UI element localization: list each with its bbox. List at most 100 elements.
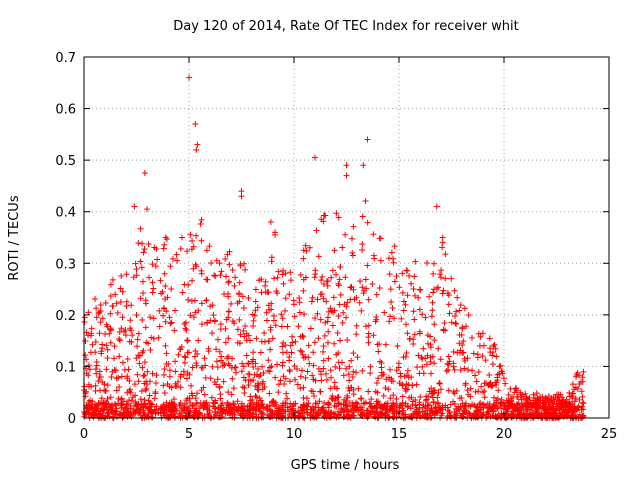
data-point	[143, 385, 150, 392]
data-point	[154, 256, 161, 263]
data-point	[468, 334, 475, 341]
data-point	[275, 413, 282, 420]
data-point	[225, 293, 232, 300]
data-point	[445, 353, 452, 360]
data-point	[428, 370, 435, 377]
data-point	[255, 366, 262, 373]
data-point	[350, 223, 357, 230]
data-point	[181, 320, 188, 327]
data-point	[408, 280, 415, 287]
data-point	[331, 397, 338, 404]
data-point	[240, 363, 247, 370]
data-point	[257, 397, 264, 404]
data-point	[563, 413, 570, 420]
data-point	[122, 332, 129, 339]
data-point	[535, 395, 542, 402]
data-point	[394, 343, 401, 350]
data-point	[225, 353, 232, 360]
data-point	[280, 267, 287, 274]
data-point	[297, 333, 304, 340]
data-point	[487, 379, 494, 386]
data-point	[352, 405, 359, 412]
data-point	[261, 330, 268, 337]
data-point	[206, 243, 213, 250]
data-point	[156, 323, 163, 330]
data-point	[193, 146, 200, 153]
data-point	[95, 310, 102, 317]
data-point	[444, 404, 451, 411]
data-point	[347, 296, 354, 303]
data-point	[373, 380, 380, 387]
data-point	[400, 354, 407, 361]
data-point	[423, 361, 430, 368]
data-point	[192, 297, 199, 304]
data-point	[172, 380, 179, 387]
data-point	[530, 391, 537, 398]
data-point	[376, 285, 383, 292]
data-point	[242, 323, 249, 330]
data-point	[580, 368, 587, 375]
data-point	[486, 335, 493, 342]
data-point	[172, 368, 179, 375]
data-point	[245, 332, 252, 339]
data-point	[458, 394, 465, 401]
data-point	[223, 273, 230, 280]
data-point	[473, 408, 480, 415]
data-point	[278, 311, 285, 318]
data-point	[182, 354, 189, 361]
data-point	[344, 394, 351, 401]
data-point	[576, 381, 583, 388]
data-point	[290, 297, 297, 304]
data-point	[96, 330, 103, 337]
data-point	[457, 302, 464, 309]
data-point	[112, 291, 119, 298]
data-point	[127, 317, 134, 324]
data-point	[119, 401, 126, 408]
data-point	[222, 339, 229, 346]
data-point	[322, 319, 329, 326]
data-point	[111, 343, 118, 350]
data-point	[225, 279, 232, 286]
data-point	[454, 410, 461, 417]
data-point	[250, 364, 257, 371]
data-point	[145, 413, 152, 420]
data-point	[303, 247, 310, 254]
data-point	[390, 392, 397, 399]
data-point	[269, 335, 276, 342]
data-point	[302, 374, 309, 381]
data-point	[228, 300, 235, 307]
data-point	[475, 330, 482, 337]
data-point	[282, 307, 289, 314]
data-point	[320, 212, 327, 219]
data-point	[359, 409, 366, 416]
data-point	[198, 300, 205, 307]
data-point	[369, 281, 376, 288]
data-point	[374, 404, 381, 411]
data-point	[388, 298, 395, 305]
data-point	[148, 408, 155, 415]
data-point	[226, 261, 233, 268]
data-point	[311, 339, 318, 346]
data-point	[211, 399, 218, 406]
data-point	[411, 331, 418, 338]
data-point	[83, 370, 90, 377]
data-point	[478, 383, 485, 390]
y-tick-label: 0	[68, 412, 76, 427]
data-point	[467, 393, 474, 400]
data-point	[225, 389, 232, 396]
data-point	[412, 402, 419, 409]
data-point	[349, 249, 356, 256]
data-point	[386, 271, 393, 278]
data-point	[288, 277, 295, 284]
data-point	[556, 406, 563, 413]
data-point	[184, 349, 191, 356]
data-point	[346, 377, 353, 384]
data-point	[512, 385, 519, 392]
data-point	[131, 381, 138, 388]
data-point	[526, 394, 533, 401]
data-point	[373, 408, 380, 415]
data-point	[113, 375, 120, 382]
data-point	[541, 406, 548, 413]
data-point	[580, 406, 587, 413]
data-point	[338, 409, 345, 416]
